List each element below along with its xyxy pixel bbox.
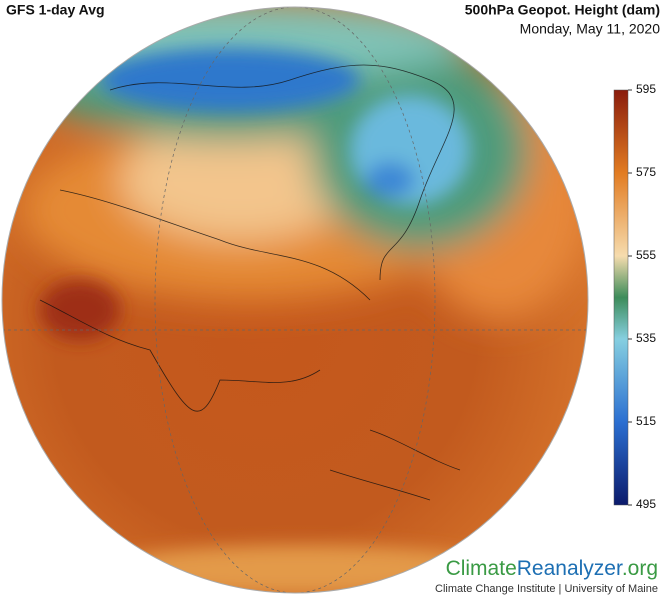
colorbar: [613, 89, 629, 506]
globe: [2, 7, 588, 593]
logo-part: Reanalyzer: [517, 557, 623, 580]
colorbar-tick-label: 575: [636, 165, 656, 179]
logo-part: .org: [622, 557, 658, 580]
title: GFS 1-day Avg: [6, 2, 105, 18]
logo-part: Climate: [446, 557, 517, 580]
colorbar-tick-label: 595: [636, 82, 656, 96]
tagline: Climate Change Institute | University of…: [435, 583, 658, 595]
date: Monday, May 11, 2020: [520, 21, 661, 37]
logo: ClimateReanalyzer.org: [446, 557, 658, 580]
colorbar-tick-label: 515: [636, 414, 656, 428]
colorbar-tick-label: 535: [636, 331, 656, 345]
colorbar-tick-label: 555: [636, 248, 656, 262]
variable: 500hPa Geopot. Height (dam): [465, 2, 660, 18]
colorbar-tick-label: 495: [636, 497, 656, 511]
